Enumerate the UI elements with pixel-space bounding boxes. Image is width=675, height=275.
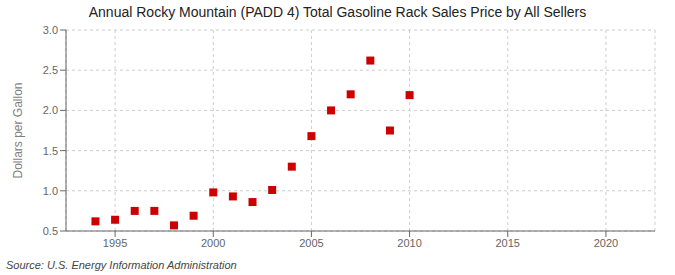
svg-text:Dollars per Gallon: Dollars per Gallon bbox=[11, 82, 25, 178]
svg-text:2005: 2005 bbox=[299, 237, 323, 249]
svg-text:3.0: 3.0 bbox=[43, 24, 58, 36]
html-text:Source: U.S. Energy Informatio: Source: U.S. Energy Information Administ… bbox=[6, 259, 237, 271]
svg-text:2015: 2015 bbox=[496, 237, 520, 249]
svg-text:1995: 1995 bbox=[103, 237, 127, 249]
svg-text:2.0: 2.0 bbox=[43, 104, 58, 116]
svg-text:1.5: 1.5 bbox=[43, 145, 58, 157]
svg-text:2000: 2000 bbox=[201, 237, 225, 249]
svg-text:2010: 2010 bbox=[397, 237, 421, 249]
html-text:Annual Rocky Mountain (PADD 4): Annual Rocky Mountain (PADD 4) Total Gas… bbox=[88, 4, 587, 20]
svg-text:2020: 2020 bbox=[594, 237, 618, 249]
svg-text:2.5: 2.5 bbox=[43, 64, 58, 76]
svg-text:1.0: 1.0 bbox=[43, 185, 58, 197]
svg-text:0.5: 0.5 bbox=[43, 225, 58, 237]
